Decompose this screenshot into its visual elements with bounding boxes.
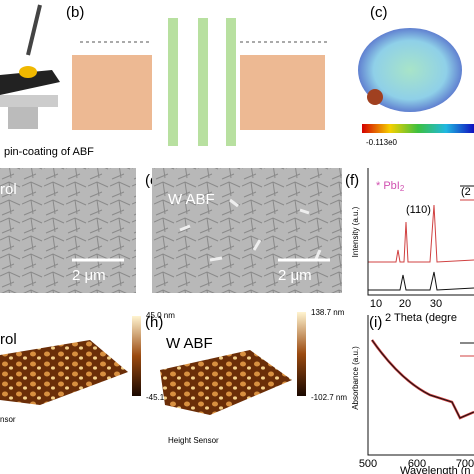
caption: pin-coating of ABF <box>4 146 94 158</box>
panel-label: (b) <box>66 4 84 21</box>
x-tick-label: 500 <box>359 458 377 470</box>
x-tick-label: 10 <box>370 298 382 310</box>
x-tick-label: 20 <box>399 298 411 310</box>
x-axis-label: 2 Theta (degre <box>385 312 457 324</box>
legend-sub: 2 <box>400 184 405 193</box>
panel-label: (f) <box>345 172 359 189</box>
colorbar-max: 138.7 nm <box>311 308 345 317</box>
y-axis-label: Intensity (a.u.) <box>351 206 360 257</box>
sample-label: rol <box>0 331 17 348</box>
panel-b: (b) <box>66 4 330 146</box>
panel-d: rol 2 μm <box>0 168 136 293</box>
panel-c: (c) -0.113e0 <box>358 4 474 147</box>
sample-label: W ABF <box>166 335 213 352</box>
x-tick-label: 700 <box>456 458 474 470</box>
panel-label: (i) <box>369 314 382 331</box>
scale-bar: 2 μm <box>278 267 312 284</box>
panel-g: rol 45.0 nm -45.1 nm nsor <box>0 311 178 424</box>
panel-h: (h) W ABF 138.7 nm -102.7 nm Height Sens… <box>145 308 347 445</box>
panel-label: (h) <box>145 314 163 331</box>
colorbar-label: -0.113e0 <box>366 138 398 147</box>
sensor-label: nsor <box>0 415 16 424</box>
x-tick-label: 30 <box>430 298 442 310</box>
legend-marker: * <box>376 180 381 192</box>
legend: * PbI2 <box>376 180 405 193</box>
colorbar-min: -102.7 nm <box>311 393 347 402</box>
sample-label: W ABF <box>168 191 215 208</box>
scale-bar: 2 μm <box>72 267 106 284</box>
x-tick-label: 600 <box>408 458 426 470</box>
peak-label: (2 <box>461 186 471 198</box>
panel-label: (c) <box>370 4 388 21</box>
panel-e: (e) W ABF 2 μm <box>145 168 342 293</box>
legend-text: PbI <box>383 180 400 192</box>
colorbar-min: -45.1 nm <box>146 393 178 402</box>
y-axis-label: Absorbance (a.u.) <box>351 346 360 410</box>
sample-label: rol <box>0 181 17 198</box>
x-axis-label: Wavelength (n <box>400 465 471 474</box>
colorbar-max: 45.0 nm <box>146 311 175 320</box>
panel-a: pin-coating of ABF <box>0 4 94 158</box>
sensor-label: Height Sensor <box>168 436 219 445</box>
panel-i: (i) 500 600 700 Wavelength (n Absorbance… <box>351 314 474 474</box>
panel-f: (f) * PbI2 (110) (2 10 20 30 2 Theta (de… <box>345 168 474 324</box>
peak-label: (110) <box>406 204 431 216</box>
